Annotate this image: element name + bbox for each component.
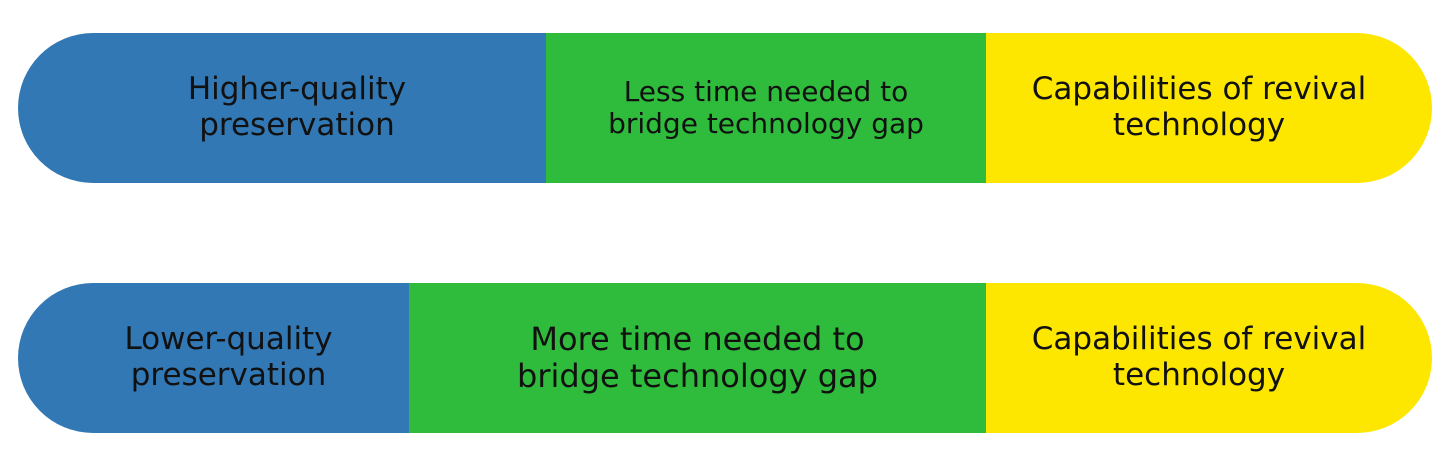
preservation-label: Higher-quality preservation: [187, 71, 407, 143]
time-gap-segment: More time needed to bridge technology ga…: [409, 283, 986, 433]
higher-quality-bar: Higher-quality preservation Less time ne…: [18, 33, 1432, 183]
revival-segment: Capabilities of revival technology: [986, 33, 1432, 183]
revival-label: Capabilities of revival technology: [1031, 71, 1367, 143]
time-gap-label: More time needed to bridge technology ga…: [517, 320, 878, 395]
lower-quality-bar: Lower-quality preservation More time nee…: [18, 283, 1432, 433]
preservation-segment: Higher-quality preservation: [18, 33, 546, 183]
revival-label: Capabilities of revival technology: [1031, 321, 1367, 393]
revival-segment: Capabilities of revival technology: [986, 283, 1432, 433]
time-gap-segment: Less time needed to bridge technology ga…: [546, 33, 986, 183]
preservation-segment: Lower-quality preservation: [18, 283, 409, 433]
preservation-label: Lower-quality preservation: [124, 321, 333, 393]
time-gap-label: Less time needed to bridge technology ga…: [608, 74, 924, 140]
